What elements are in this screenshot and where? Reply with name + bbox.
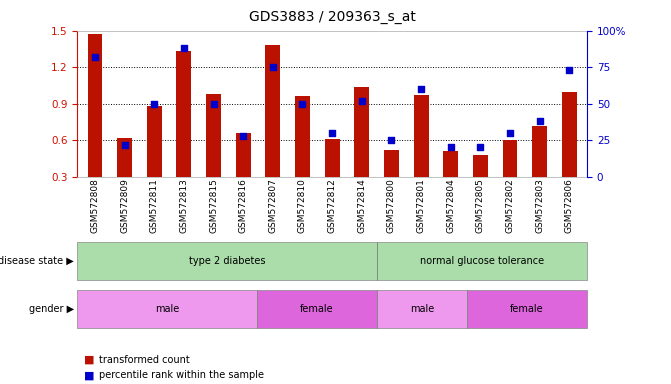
Point	[505, 130, 515, 136]
Point	[119, 141, 130, 147]
Point	[564, 67, 574, 73]
Point	[327, 130, 338, 136]
Bar	[147, 106, 162, 177]
Bar	[384, 150, 399, 177]
Bar	[236, 133, 250, 177]
Point	[475, 144, 486, 151]
Text: GDS3883 / 209363_s_at: GDS3883 / 209363_s_at	[249, 10, 415, 23]
Bar	[206, 94, 221, 177]
Bar	[176, 51, 191, 177]
Bar	[87, 34, 103, 177]
Point	[208, 101, 219, 107]
Point	[534, 118, 545, 124]
Bar	[117, 138, 132, 177]
Point	[268, 64, 278, 70]
Point	[297, 101, 308, 107]
Text: ■: ■	[84, 370, 95, 380]
Bar	[503, 140, 517, 177]
Text: transformed count: transformed count	[99, 355, 189, 365]
Text: disease state ▶: disease state ▶	[0, 256, 74, 266]
Bar	[532, 126, 547, 177]
Text: percentile rank within the sample: percentile rank within the sample	[99, 370, 264, 380]
Point	[356, 98, 367, 104]
Bar	[266, 45, 280, 177]
Point	[238, 133, 248, 139]
Text: type 2 diabetes: type 2 diabetes	[189, 256, 266, 266]
Bar	[354, 87, 369, 177]
Point	[178, 45, 189, 51]
Text: normal glucose tolerance: normal glucose tolerance	[420, 256, 544, 266]
Text: female: female	[511, 304, 544, 314]
Point	[149, 101, 160, 107]
Point	[90, 54, 101, 60]
Bar	[444, 151, 458, 177]
Point	[416, 86, 427, 92]
Bar	[414, 95, 429, 177]
Text: female: female	[301, 304, 334, 314]
Text: gender ▶: gender ▶	[29, 304, 74, 314]
Text: ■: ■	[84, 355, 95, 365]
Bar	[473, 155, 488, 177]
Text: male: male	[410, 304, 434, 314]
Bar	[295, 96, 310, 177]
Bar	[325, 139, 340, 177]
Point	[446, 144, 456, 151]
Point	[386, 137, 397, 143]
Bar	[562, 91, 577, 177]
Text: male: male	[155, 304, 179, 314]
